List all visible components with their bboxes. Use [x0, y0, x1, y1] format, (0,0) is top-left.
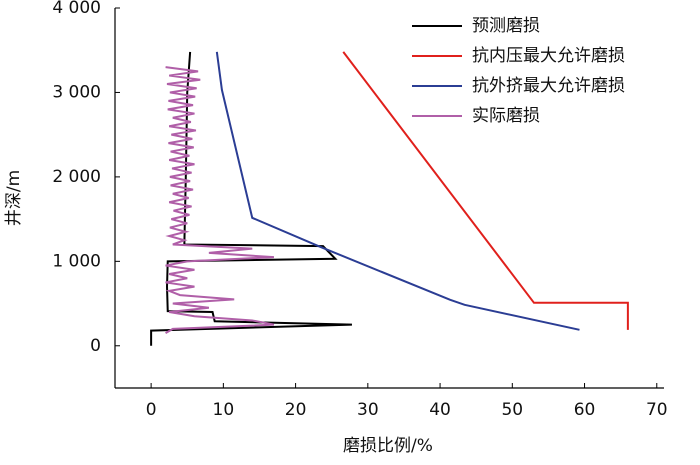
y-tick-label: 1 000: [52, 251, 101, 271]
x-tick-label: 70: [646, 400, 668, 420]
legend-label: 抗内压最大允许磨损: [472, 46, 625, 66]
y-tick-label: 4 000: [52, 0, 101, 18]
y-tick-label: 3 000: [52, 82, 101, 102]
y-tick-label: 0: [90, 336, 101, 356]
series-line: [215, 51, 580, 331]
y-axis-label: 井深/m: [4, 170, 24, 226]
x-tick-label: 10: [213, 400, 235, 420]
y-tick-label: 2 000: [52, 167, 101, 187]
legend-label: 预测磨损: [472, 16, 540, 36]
series-line: [342, 51, 629, 330]
x-tick-label: 0: [146, 400, 157, 420]
legend-label: 抗外挤最大允许磨损: [472, 76, 625, 96]
x-axis-label: 磨损比例/%: [343, 436, 433, 456]
x-tick-label: 30: [357, 400, 379, 420]
legend-label: 实际磨损: [472, 106, 540, 126]
x-tick-label: 60: [574, 400, 596, 420]
series-line: [165, 66, 275, 334]
x-tick-label: 40: [429, 400, 451, 420]
x-tick-label: 50: [501, 400, 523, 420]
x-tick-label: 20: [285, 400, 307, 420]
